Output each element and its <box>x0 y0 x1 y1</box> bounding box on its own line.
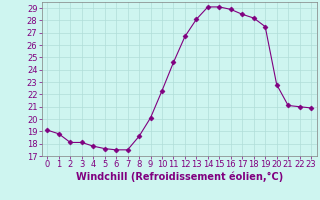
X-axis label: Windchill (Refroidissement éolien,°C): Windchill (Refroidissement éolien,°C) <box>76 172 283 182</box>
